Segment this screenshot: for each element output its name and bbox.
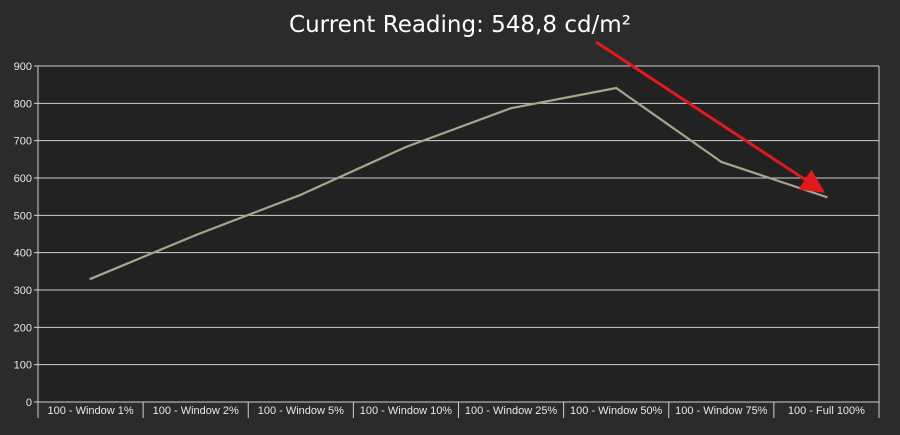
y-tick-label-600: 600 [14, 173, 32, 185]
data-point-0 [89, 277, 92, 280]
data-point-4 [509, 106, 513, 110]
x-tick-label-6: 100 - Window 75% [675, 405, 768, 417]
series-line [90, 86, 827, 280]
y-tick-label-400: 400 [14, 248, 32, 260]
x-tick-label-7: 100 - Full 100% [788, 405, 865, 417]
data-point-1 [194, 233, 197, 237]
x-tick-label-4: 100 - Window 25% [465, 405, 558, 417]
y-tick-label-300: 300 [14, 285, 32, 297]
data-point-7 [825, 195, 828, 199]
data-point-6 [720, 160, 723, 164]
chart-title: Current Reading: 548,8 cd/m² [289, 12, 631, 38]
y-tick-label-500: 500 [14, 210, 32, 222]
plot-area [38, 66, 879, 402]
y-tick-label-800: 800 [14, 98, 32, 110]
x-tick-label-0: 100 - Window 1% [47, 405, 133, 417]
data-point-2 [299, 193, 303, 196]
x-tick-label-1: 100 - Window 2% [153, 405, 239, 417]
y-tick-label-0: 0 [26, 397, 32, 409]
y-tick-label-900: 900 [14, 61, 32, 73]
annotation-arrow [595, 40, 825, 193]
y-tick-label-100: 100 [14, 360, 32, 372]
x-tick-label-3: 100 - Window 10% [360, 405, 453, 417]
x-tick-label-5: 100 - Window 50% [570, 405, 663, 417]
y-tick-label-700: 700 [14, 136, 32, 148]
data-point-5 [614, 86, 618, 90]
y-tick-label-200: 200 [14, 322, 32, 334]
data-point-3 [404, 145, 408, 149]
x-tick-label-2: 100 - Window 5% [258, 405, 344, 417]
